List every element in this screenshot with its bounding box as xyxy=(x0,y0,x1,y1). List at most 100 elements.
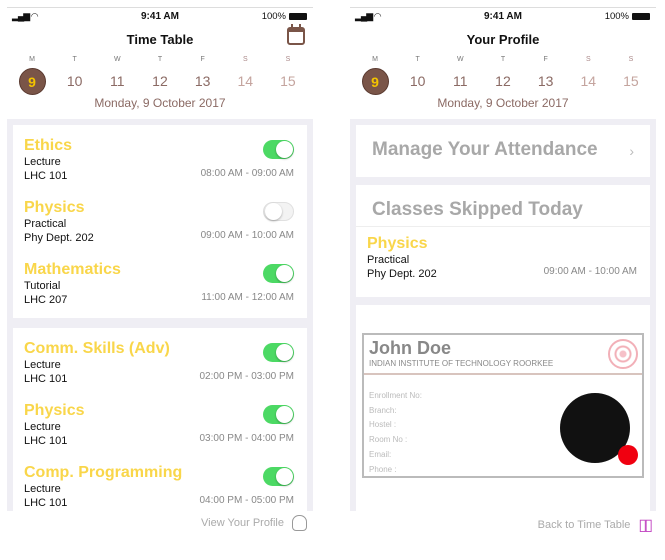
page-title: Time Table xyxy=(126,32,194,47)
page-title: Your Profile xyxy=(466,32,540,47)
class-type: Practical xyxy=(367,254,410,266)
date-number[interactable]: 15 xyxy=(623,73,639,89)
battery-percent: 100% xyxy=(604,11,629,22)
skipped-list: Physics Practical Phy Dept. 202 09:00 AM - … xyxy=(356,227,650,295)
id-field-label: Phone : xyxy=(369,464,397,474)
date-number[interactable]: 9 xyxy=(361,68,389,95)
calendar-icon[interactable] xyxy=(287,24,305,45)
back-to-timetable-button[interactable]: Back to Time Table ▯▯ xyxy=(538,515,653,535)
weekday-label: F xyxy=(543,56,548,63)
subject-name: Comm. Skills (Adv) xyxy=(24,340,170,357)
weekday-label: T xyxy=(415,56,420,63)
selected-date: Monday, 9 October 2017 xyxy=(437,96,569,110)
day-13[interactable]: F 13 xyxy=(529,56,563,95)
attendance-toggle[interactable] xyxy=(263,405,294,424)
subject-name: Mathematics xyxy=(24,261,121,278)
date-number[interactable]: 14 xyxy=(237,73,254,89)
day-12[interactable]: T 12 xyxy=(143,56,177,95)
attendance-toggle[interactable] xyxy=(263,467,294,486)
date-number[interactable]: 10 xyxy=(66,73,83,89)
view-profile-button[interactable]: View Your Profile xyxy=(201,515,307,531)
profile-screen: ▂▄▆ ◠ 9:41 AM 100% Your Profile M 9 T 10 W 11 T 1… xyxy=(350,7,656,553)
class-type: Tutorial xyxy=(24,280,61,292)
class-time: 03:00 PM - 04:00 PM xyxy=(199,433,295,444)
id-field-label: Room No : xyxy=(369,435,408,445)
class-room: LHC 207 xyxy=(24,294,68,306)
class-item: Physics Lecture LHC 101 03:00 PM - 04:00 PM xyxy=(13,400,307,462)
class-item: Physics Practical Phy Dept. 202 09:00 AM - … xyxy=(356,233,650,295)
selected-date: Monday, 9 October 2017 xyxy=(94,96,226,110)
date-number[interactable]: 14 xyxy=(580,73,597,89)
class-time: 09:00 AM - 10:00 AM xyxy=(200,230,294,241)
chevron-right-icon: › xyxy=(629,143,634,159)
profile-photo[interactable] xyxy=(560,393,638,465)
day-15[interactable]: S 15 xyxy=(271,56,305,95)
date-number[interactable]: 13 xyxy=(194,73,211,89)
subject-name: Physics xyxy=(367,235,428,252)
class-type: Lecture xyxy=(24,156,61,168)
timetable-screen: ▂▄▆ ◠ 9:41 AM 100% Time Table M 9 T 10 W 11 T 12 F… xyxy=(7,7,313,553)
status-bar: ▂▄▆ ◠ 9:41 AM 100% xyxy=(350,11,656,25)
class-time: 08:00 AM - 09:00 AM xyxy=(200,168,294,179)
class-list: Ethics Lecture LHC 101 08:00 AM - 09:00 AM P… xyxy=(7,119,313,511)
day-10[interactable]: T 10 xyxy=(58,56,92,95)
class-item: Mathematics Tutorial LHC 207 11:00 AM - 12:… xyxy=(13,259,307,321)
manage-attendance-label: Manage Your Attendance xyxy=(372,139,598,160)
date-number[interactable]: 12 xyxy=(152,73,168,89)
signal-wifi-icon: ▂▄▆ ◠ xyxy=(355,11,382,21)
day-13[interactable]: F 13 xyxy=(186,56,220,95)
pencils-icon: ▯▯ xyxy=(638,517,653,534)
manage-attendance-button[interactable]: Manage Your Attendance › xyxy=(356,125,650,177)
date-number[interactable]: 11 xyxy=(110,73,125,89)
weekday-label: W xyxy=(457,56,464,63)
date-number[interactable]: 10 xyxy=(409,73,426,89)
skipped-classes-card: Classes Skipped Today Physics Practical Phy… xyxy=(356,185,650,297)
institute-name: INDIAN INSTITUTE OF TECHNOLOGY ROORKEE xyxy=(364,359,642,375)
class-item: Physics Practical Phy Dept. 202 09:00 AM - … xyxy=(13,197,307,259)
class-type: Lecture xyxy=(24,421,61,433)
weekday-label: M xyxy=(372,56,378,63)
day-14[interactable]: S 14 xyxy=(228,56,262,95)
class-type: Lecture xyxy=(24,359,61,371)
class-time: 02:00 PM - 03:00 PM xyxy=(199,371,295,382)
day-11[interactable]: W 11 xyxy=(100,56,134,95)
id-field-label: Hostel : xyxy=(369,420,397,430)
attendance-toggle[interactable] xyxy=(263,264,294,283)
day-10[interactable]: T 10 xyxy=(401,56,435,95)
profile-content: Manage Your Attendance › Classes Skipped … xyxy=(350,119,656,511)
weekday-label: M xyxy=(29,56,35,63)
class-time: 09:00 AM - 10:00 AM xyxy=(543,266,637,277)
institute-seal-logo xyxy=(608,339,638,369)
weekday-label: T xyxy=(72,56,77,63)
day-14[interactable]: S 14 xyxy=(571,56,605,95)
class-item: Comm. Skills (Adv) Lecture LHC 101 02:00 PM… xyxy=(13,338,307,400)
id-card-panel: John Doe INDIAN INSTITUTE OF TECHNOLOGY … xyxy=(356,305,650,511)
date-number[interactable]: 9 xyxy=(18,68,46,95)
student-name: John Doe xyxy=(369,338,452,358)
class-room: LHC 101 xyxy=(24,435,68,447)
day-11[interactable]: W 11 xyxy=(443,56,477,95)
attendance-toggle[interactable] xyxy=(263,140,294,159)
date-number[interactable]: 11 xyxy=(453,73,468,89)
week-strip: M 9 T 10 W 11 T 12 F 13 S 14 S 15 xyxy=(7,56,313,95)
attendance-toggle[interactable] xyxy=(263,343,294,362)
battery: 100% xyxy=(605,11,650,22)
day-12[interactable]: T 12 xyxy=(486,56,520,95)
battery-icon xyxy=(632,12,650,20)
weekday-label: S xyxy=(242,56,248,63)
subject-name: Ethics xyxy=(24,137,73,154)
status-dot-icon xyxy=(618,445,638,465)
date-number[interactable]: 12 xyxy=(495,73,511,89)
date-number[interactable]: 15 xyxy=(280,73,296,89)
week-strip: M 9 T 10 W 11 T 12 F 13 S 14 S 15 xyxy=(350,56,656,95)
date-number[interactable]: 13 xyxy=(537,73,554,89)
attendance-toggle[interactable] xyxy=(263,202,294,221)
day-15[interactable]: S 15 xyxy=(614,56,648,95)
class-type: Lecture xyxy=(24,483,61,495)
class-group-card: Ethics Lecture LHC 101 08:00 AM - 09:00 AM P… xyxy=(13,125,307,318)
class-room: LHC 101 xyxy=(24,373,68,385)
subject-name: Comp. Programming xyxy=(24,464,183,481)
subject-name: Physics xyxy=(24,199,85,216)
